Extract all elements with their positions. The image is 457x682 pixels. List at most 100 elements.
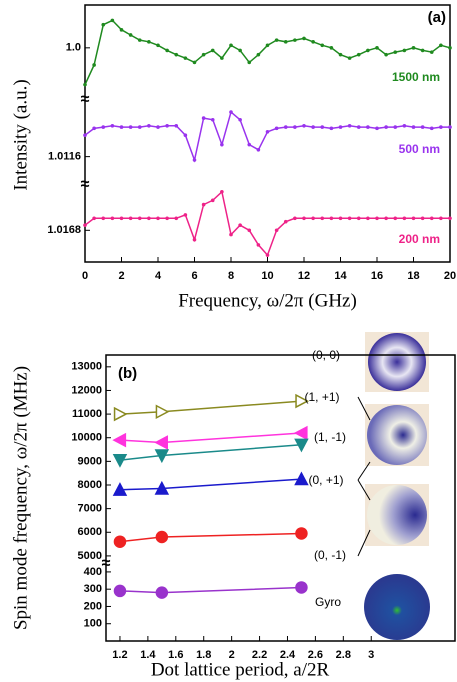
data-point xyxy=(155,586,169,599)
data-point xyxy=(420,48,425,53)
data-point xyxy=(274,38,279,42)
x-tick-label: 1.8 xyxy=(196,649,211,661)
data-point xyxy=(384,125,388,129)
y-tick-label: 11000 xyxy=(72,408,102,420)
data-point xyxy=(165,48,169,53)
data-point xyxy=(128,216,133,221)
data-point xyxy=(113,584,127,598)
data-point xyxy=(420,216,425,221)
series-line xyxy=(119,478,302,491)
data-point xyxy=(411,125,416,129)
data-point xyxy=(192,237,197,242)
series-label: 1500 nm xyxy=(392,70,440,84)
data-point xyxy=(375,216,379,221)
data-point xyxy=(347,56,352,60)
data-point xyxy=(201,116,206,120)
y-tick-label: 1.0168 xyxy=(47,224,81,236)
data-point xyxy=(256,243,261,247)
data-point xyxy=(256,147,261,152)
y-tick-label: 6000 xyxy=(78,526,102,538)
x-tick-label: 1.4 xyxy=(140,649,156,661)
data-point xyxy=(137,125,142,129)
data-point xyxy=(283,219,288,224)
data-point xyxy=(137,38,142,42)
y-tick-label: 200 xyxy=(84,600,102,612)
data-point xyxy=(265,253,270,257)
y-axis-title: Spin mode frequency, ω/2π (MHz) xyxy=(10,366,31,630)
data-point xyxy=(92,63,96,67)
series-label: (0, +1) xyxy=(308,473,343,487)
data-point xyxy=(101,125,106,129)
data-point xyxy=(295,581,308,594)
data-point xyxy=(192,158,197,162)
data-point xyxy=(238,48,242,53)
y-tick-label: 13000 xyxy=(71,361,102,373)
data-point xyxy=(92,126,96,131)
data-point xyxy=(429,50,434,54)
data-point xyxy=(128,33,133,37)
data-point xyxy=(375,46,379,50)
x-tick-label: 4 xyxy=(155,270,162,282)
series-label: 500 nm xyxy=(399,142,440,156)
series-line xyxy=(119,432,302,444)
data-point xyxy=(156,216,160,221)
data-point xyxy=(338,52,343,57)
y-tick-label: 5000 xyxy=(78,550,102,562)
data-point xyxy=(110,18,115,23)
y-tick-label: 1.0116 xyxy=(48,151,81,163)
series-label: (1, -1) xyxy=(314,430,346,444)
data-point xyxy=(112,482,128,496)
x-tick-label: 10 xyxy=(261,270,273,282)
data-point xyxy=(155,404,170,419)
x-tick-label: 18 xyxy=(407,270,419,282)
data-point xyxy=(402,48,407,53)
data-point xyxy=(83,223,87,227)
data-point xyxy=(320,125,325,129)
series-line xyxy=(84,190,450,257)
data-point xyxy=(293,38,297,42)
data-point xyxy=(329,46,334,50)
x-tick-label: 12 xyxy=(298,270,310,282)
x-tick-label: 2.6 xyxy=(308,649,323,661)
axis-break: ≈ xyxy=(81,91,90,108)
data-point xyxy=(384,216,388,221)
data-point xyxy=(384,52,388,57)
x-tick-label: 14 xyxy=(334,270,347,282)
data-point xyxy=(113,535,127,548)
x-tick-label: 2.8 xyxy=(336,649,351,661)
y-axis-title: Intensity (a.u.) xyxy=(10,79,31,190)
data-point xyxy=(154,449,170,464)
x-tick-label: 8 xyxy=(228,270,234,282)
x-tick-label: 3 xyxy=(368,649,374,661)
data-point xyxy=(154,435,168,450)
data-point xyxy=(137,216,142,221)
y-tick-label: 300 xyxy=(84,583,102,595)
data-point xyxy=(165,123,169,128)
data-point xyxy=(375,126,379,131)
data-point xyxy=(183,213,188,217)
data-point xyxy=(174,52,179,57)
data-point xyxy=(448,125,452,129)
data-point xyxy=(113,406,128,422)
data-point xyxy=(311,216,315,221)
data-point xyxy=(92,216,96,221)
data-point xyxy=(83,133,87,138)
data-point xyxy=(238,223,242,227)
axis-break: ≈ xyxy=(102,555,111,572)
data-point xyxy=(274,126,279,131)
data-point xyxy=(220,189,224,194)
x-tick-label: 1.2 xyxy=(112,649,127,661)
data-point xyxy=(174,123,179,128)
data-point xyxy=(220,142,224,147)
data-point xyxy=(294,438,309,453)
data-point xyxy=(302,216,306,221)
data-point xyxy=(256,52,261,57)
data-point xyxy=(402,123,407,128)
series-line xyxy=(119,586,302,594)
data-point xyxy=(295,393,310,409)
data-point xyxy=(147,40,151,44)
panel-label: (a) xyxy=(428,9,446,26)
data-point xyxy=(311,125,315,129)
data-point xyxy=(366,125,370,129)
